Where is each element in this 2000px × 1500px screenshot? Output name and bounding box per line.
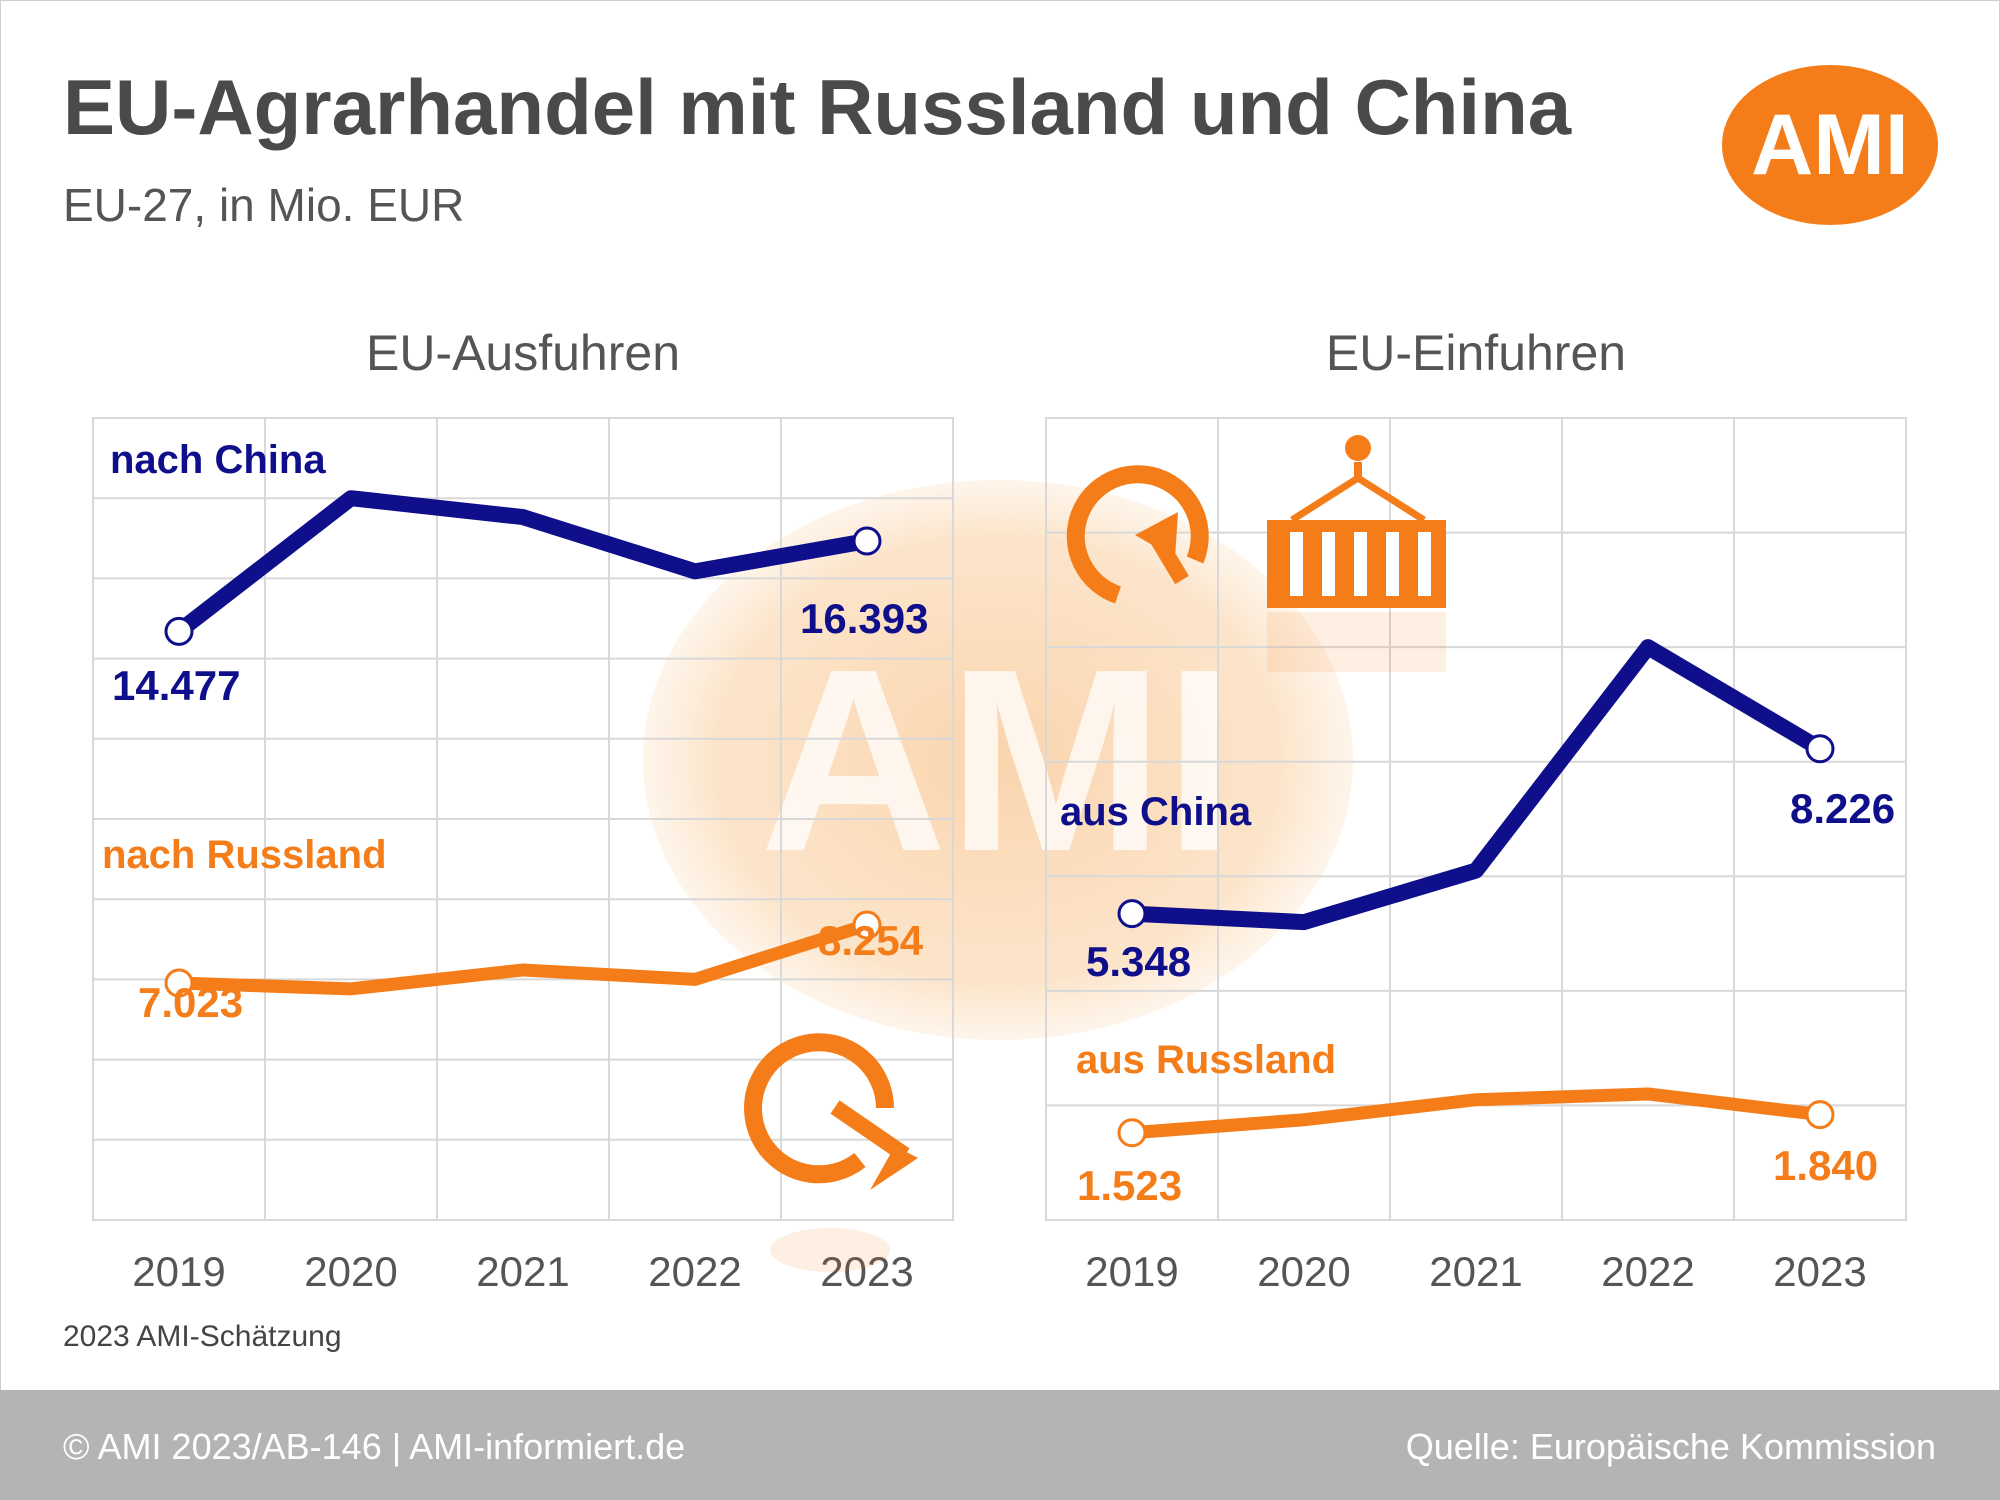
export-legend-russia: nach Russland: [102, 833, 387, 877]
import-data-label-end: 8.226: [1790, 785, 1895, 832]
import-x-tick-label: 2023: [1773, 1248, 1866, 1295]
export-data-label-end: 16.393: [800, 595, 928, 642]
import-data-label-start: 1.523: [1077, 1162, 1182, 1209]
export-x-tick-label: 2022: [648, 1248, 741, 1295]
import-series-line-russia: [1125, 1087, 1827, 1140]
export-data-label-start: 7.023: [138, 979, 243, 1026]
source-text: Quelle: Europäische Kommission: [1405, 1426, 1936, 1467]
import-data-label-start: 5.348: [1086, 938, 1191, 985]
export-data-point: [164, 968, 194, 998]
import-x-tick-label: 2020: [1257, 1248, 1350, 1295]
copyright-text: © AMI 2023/AB-146 | AMI-informiert.de: [63, 1426, 686, 1467]
import-data-point: [1805, 734, 1835, 764]
import-data-point: [1117, 899, 1147, 929]
import-x-tick-label: 2021: [1429, 1248, 1522, 1295]
export-data-point: [852, 910, 882, 940]
export-data-point: [164, 616, 194, 646]
import-series-line-china: [1124, 639, 1828, 931]
ami-logo: AMI: [1722, 65, 1938, 225]
export-x-tick-label: 2023: [820, 1248, 913, 1295]
import-plot-frame: [1045, 417, 1907, 1221]
export-series-line-russia: [172, 918, 874, 996]
decrease-arrow-icon: [744, 1033, 918, 1272]
import-legend-russia: aus Russland: [1076, 1038, 1336, 1082]
import-panel-title: EU-Einfuhren: [1325, 325, 1627, 381]
import-data-point: [1805, 1100, 1835, 1130]
footer-bar: © AMI 2023/AB-146 | AMI-informiert.de Qu…: [0, 1390, 2000, 1500]
ami-logo-text: AMI: [1751, 96, 1909, 193]
container-crane-icon: [1267, 435, 1446, 672]
estimate-note: 2023 AMI-Schätzung: [63, 1320, 342, 1353]
import-x-tick-label: 2022: [1601, 1248, 1694, 1295]
export-x-tick-label: 2020: [304, 1248, 397, 1295]
page-subtitle: EU-27, in Mio. EUR: [63, 179, 465, 231]
import-data-label-end: 1.840: [1773, 1142, 1878, 1189]
import-legend-china: aus China: [1060, 790, 1252, 834]
import-data-point: [1117, 1118, 1147, 1148]
export-x-tick-label: 2019: [132, 1248, 225, 1295]
export-series-line-china: [171, 490, 875, 640]
export-data-point: [852, 526, 882, 556]
import-x-tick-label: 2019: [1085, 1248, 1178, 1295]
page-title: EU-Agrarhandel mit Russland und China: [63, 63, 1572, 151]
export-data-label-start: 14.477: [112, 662, 240, 709]
increase-arrow-icon: [1066, 465, 1209, 604]
export-panel-title: EU-Ausfuhren: [365, 325, 681, 381]
export-legend-china: nach China: [110, 438, 326, 482]
export-x-tick-label: 2021: [476, 1248, 569, 1295]
export-data-label-end: 8.254: [818, 917, 924, 964]
